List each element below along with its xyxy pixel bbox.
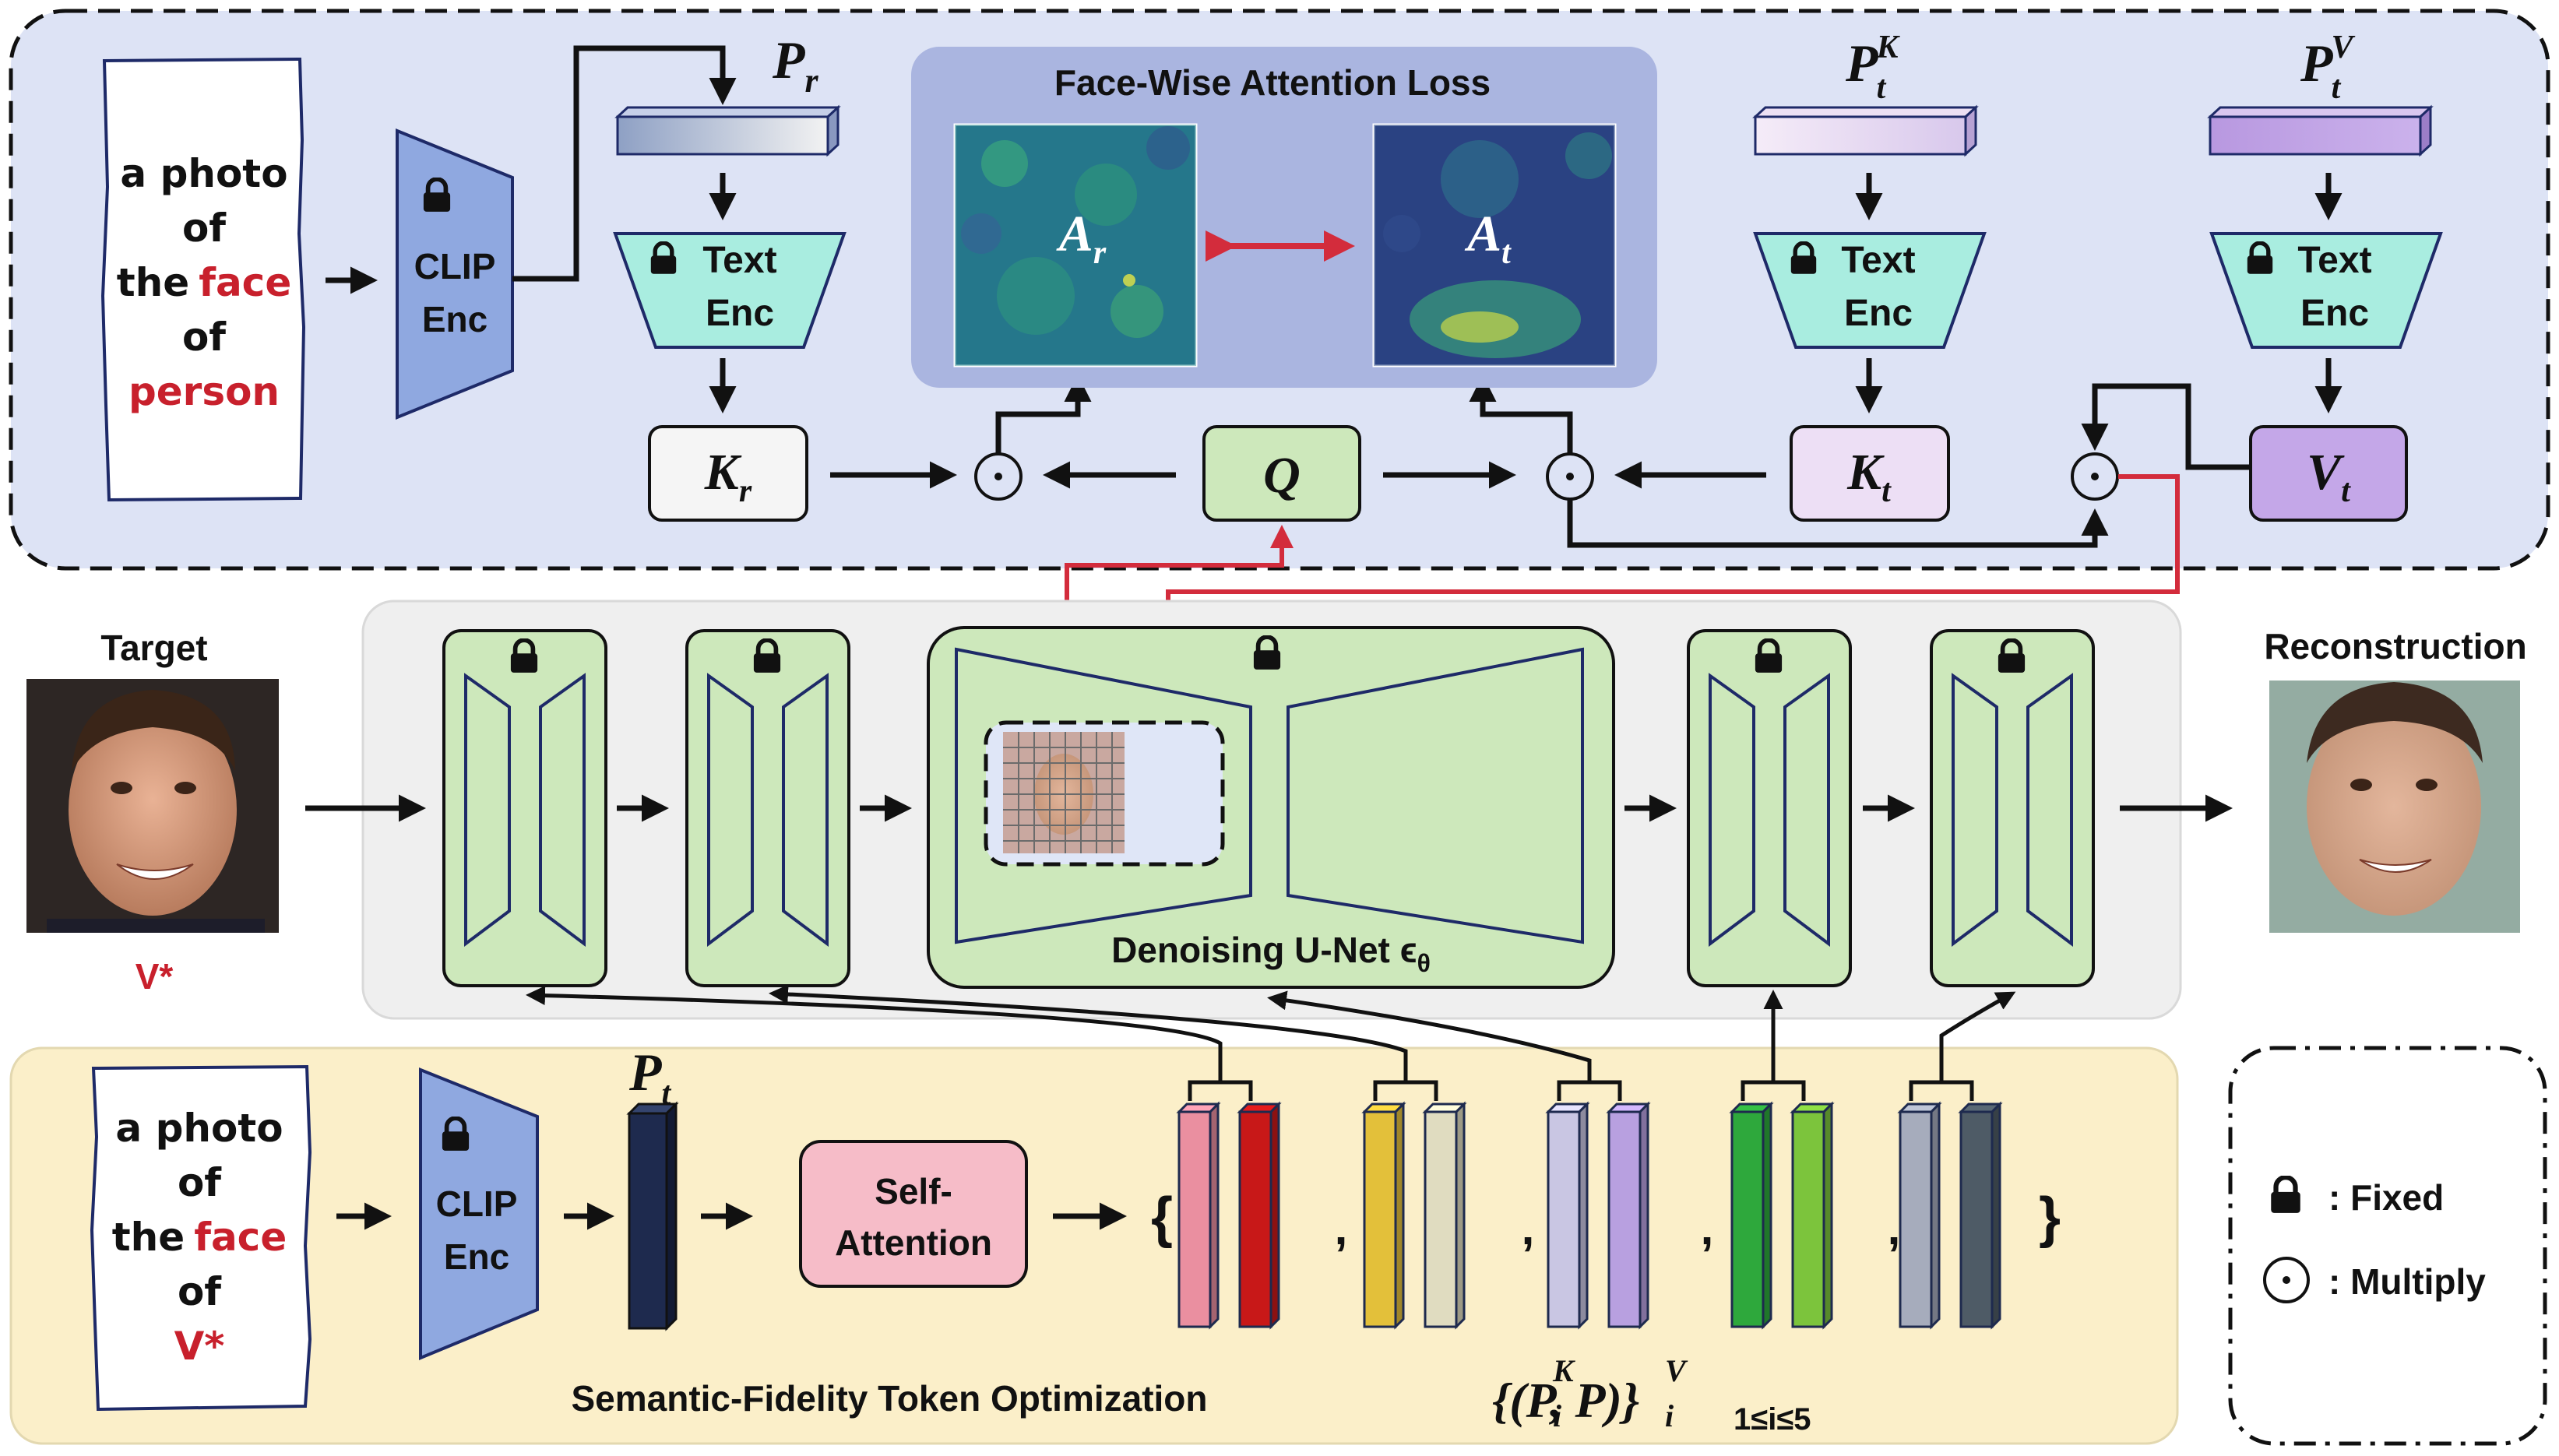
svg-text:a photo: a photo xyxy=(115,1106,283,1151)
pr-label: Pr xyxy=(772,30,819,100)
token-set-formula: {(P, P)} xyxy=(1492,1373,1639,1428)
svg-text:Q: Q xyxy=(1263,447,1301,504)
ar-label: Ar xyxy=(1056,206,1107,271)
token-v-3 xyxy=(1606,1101,1651,1330)
comma-2: , xyxy=(1522,1202,1535,1254)
text-encoder-k: Text Enc xyxy=(1753,232,1987,349)
unet-block-3 xyxy=(1687,629,1852,987)
target-label: Target xyxy=(100,628,207,668)
unet-middle-block: Denoising U-Net ϵθ xyxy=(927,626,1615,989)
unet-block-1 xyxy=(442,629,607,987)
pt-label: Pt xyxy=(628,1043,672,1112)
svg-text:Attention: Attention xyxy=(835,1222,992,1263)
svg-text:Kt: Kt xyxy=(1846,444,1892,509)
svg-text:CLIP: CLIP xyxy=(436,1183,518,1224)
token-set-sup-v: V xyxy=(1665,1353,1688,1388)
svg-text:of: of xyxy=(178,1269,222,1314)
multiply-t xyxy=(1546,452,1594,501)
svg-text:of: of xyxy=(178,1160,222,1205)
legend-fixed-label: : Fixed xyxy=(2328,1177,2444,1218)
svg-text:Enc: Enc xyxy=(444,1236,509,1277)
token-set-sub-i-v: i xyxy=(1665,1398,1674,1433)
reconstruction-label: Reconstruction xyxy=(2264,626,2526,666)
legend: : Fixed : Multiply xyxy=(2228,1046,2547,1446)
svg-text:Self-: Self- xyxy=(875,1171,952,1212)
top-prompt-line-5: of xyxy=(182,315,227,360)
svg-text:CLIP: CLIP xyxy=(414,246,496,287)
top-clip-encoder: CLIP Enc xyxy=(396,128,514,420)
self-attention-box: Self- Attention xyxy=(799,1140,1028,1288)
at-label: At xyxy=(1464,206,1512,271)
q-box: Q xyxy=(1202,425,1361,522)
pr-token xyxy=(614,104,841,157)
top-prompt-card: a photo of the face of person xyxy=(100,57,306,502)
bottom-clip-encoder: CLIP Enc xyxy=(419,1067,539,1360)
svg-text:Enc: Enc xyxy=(422,299,488,339)
comma-4: , xyxy=(1888,1202,1901,1254)
token-v-2 xyxy=(1422,1101,1467,1330)
unet-block-4 xyxy=(1930,629,2095,987)
kt-box: Kt xyxy=(1790,425,1950,522)
svg-text:Vt: Vt xyxy=(2307,444,2351,509)
text-encoder-v: Text Enc xyxy=(2209,232,2443,349)
svg-text:Enc: Enc xyxy=(706,293,774,334)
token-set-sub-i-k: i xyxy=(1553,1398,1561,1433)
token-set-sup-k: K xyxy=(1552,1353,1575,1388)
pt-token xyxy=(626,1101,679,1331)
svg-text:V*: V* xyxy=(174,1324,225,1369)
top-prompt-line-4: face xyxy=(199,260,291,305)
ptk-label: PK t xyxy=(1845,30,1901,106)
svg-text:Enc: Enc xyxy=(2300,293,2369,334)
ptk-token xyxy=(1752,104,1979,157)
top-prompt-line-6: person xyxy=(128,369,280,414)
target-image xyxy=(26,679,279,933)
token-set-range: 1≤i≤5 xyxy=(1734,1402,1811,1437)
token-k-3 xyxy=(1545,1101,1590,1330)
token-connectors xyxy=(526,984,2016,1101)
legend-multiply-label: : Multiply xyxy=(2328,1261,2486,1302)
top-prompt-line-3: the xyxy=(117,260,189,305)
svg-text:Enc: Enc xyxy=(1844,293,1913,334)
multiply-icon xyxy=(2263,1257,2310,1303)
token-k-2 xyxy=(1361,1101,1406,1330)
svg-text:Text: Text xyxy=(702,240,776,281)
attention-loss-panel: Face-Wise Attention Loss Ar At xyxy=(911,47,1657,388)
ptv-token xyxy=(2207,104,2434,157)
token-v-1 xyxy=(1237,1101,1282,1330)
multiply-v xyxy=(2071,452,2119,501)
token-v-5 xyxy=(1958,1101,2003,1330)
set-open-brace: { xyxy=(1151,1187,1173,1249)
token-v-4 xyxy=(1790,1101,1835,1330)
svg-text:Text: Text xyxy=(2297,240,2371,281)
svg-text:Text: Text xyxy=(1841,240,1915,281)
token-k-4 xyxy=(1729,1101,1774,1330)
token-k-5 xyxy=(1897,1101,1942,1330)
comma-1: , xyxy=(1335,1202,1348,1254)
unet-block-2 xyxy=(685,629,850,987)
target-token: V* xyxy=(136,956,174,997)
top-prompt-line-1: a photo xyxy=(120,151,287,196)
attention-loss-title: Face-Wise Attention Loss xyxy=(1054,62,1491,103)
unet-label: Denoising U-Net ϵθ xyxy=(1111,930,1431,977)
token-k-1 xyxy=(1176,1101,1221,1330)
text-encoder-r: Text Enc xyxy=(613,232,847,349)
token-pairs xyxy=(1176,1101,2003,1330)
kr-box: Kr xyxy=(648,425,808,522)
comma-3: , xyxy=(1701,1202,1714,1254)
set-close-brace: } xyxy=(2039,1187,2061,1249)
ptv-label: PV t xyxy=(2300,30,2356,106)
multiply-r xyxy=(974,452,1023,501)
bottom-panel-title: Semantic-Fidelity Token Optimization xyxy=(571,1378,1207,1419)
top-prompt-line-2: of xyxy=(182,206,227,251)
reconstruction-image xyxy=(2269,681,2520,933)
svg-text:Kr: Kr xyxy=(704,444,752,509)
bottom-prompt-card: a photo of the face of V* xyxy=(90,1064,312,1412)
vt-box: Vt xyxy=(2249,425,2408,522)
